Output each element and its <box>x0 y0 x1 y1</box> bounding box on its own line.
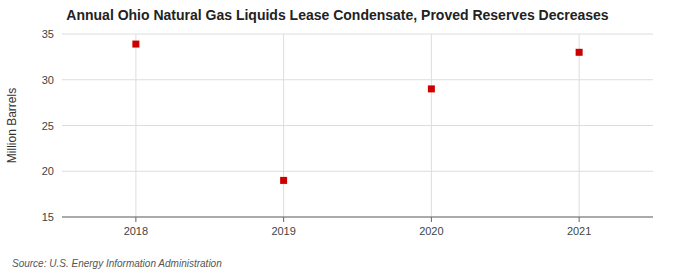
point <box>428 85 435 92</box>
x-tick-label: 2021 <box>567 225 591 237</box>
y-grid-line <box>62 125 653 126</box>
x-axis-line <box>62 217 653 218</box>
x-grid-line <box>135 34 136 217</box>
y-tick-label: 20 <box>42 165 54 177</box>
x-grid-line <box>579 34 580 217</box>
x-tick-label: 2019 <box>271 225 295 237</box>
y-grid-line <box>62 34 653 35</box>
point <box>280 177 287 184</box>
x-grid-line <box>431 34 432 217</box>
grid <box>62 34 653 217</box>
chart-container: Annual Ohio Natural Gas Liquids Lease Co… <box>0 0 675 275</box>
y-tick-label: 35 <box>42 28 54 40</box>
point <box>576 49 583 56</box>
y-tick-label: 30 <box>42 74 54 86</box>
y-tick-label: 25 <box>42 120 54 132</box>
title: Annual Ohio Natural Gas Liquids Lease Co… <box>66 7 609 23</box>
source: Source: U.S. Energy Information Administ… <box>12 258 222 269</box>
y-grid-line <box>62 79 653 80</box>
chart: Annual Ohio Natural Gas Liquids Lease Co… <box>0 0 675 275</box>
x-tick <box>283 217 284 222</box>
y-grid-line <box>62 171 653 172</box>
x-tick-label: 2020 <box>419 225 443 237</box>
y-grid-line <box>62 217 653 218</box>
x-tick <box>135 217 136 222</box>
x-tick-label: 2018 <box>124 225 148 237</box>
point <box>132 41 139 48</box>
x-tick <box>579 217 580 222</box>
points <box>132 41 582 184</box>
y-axis-label: Million Barrels <box>5 88 19 163</box>
y-tick-label: 15 <box>42 211 54 223</box>
x-tick <box>431 217 432 222</box>
x-grid-line <box>283 34 284 217</box>
